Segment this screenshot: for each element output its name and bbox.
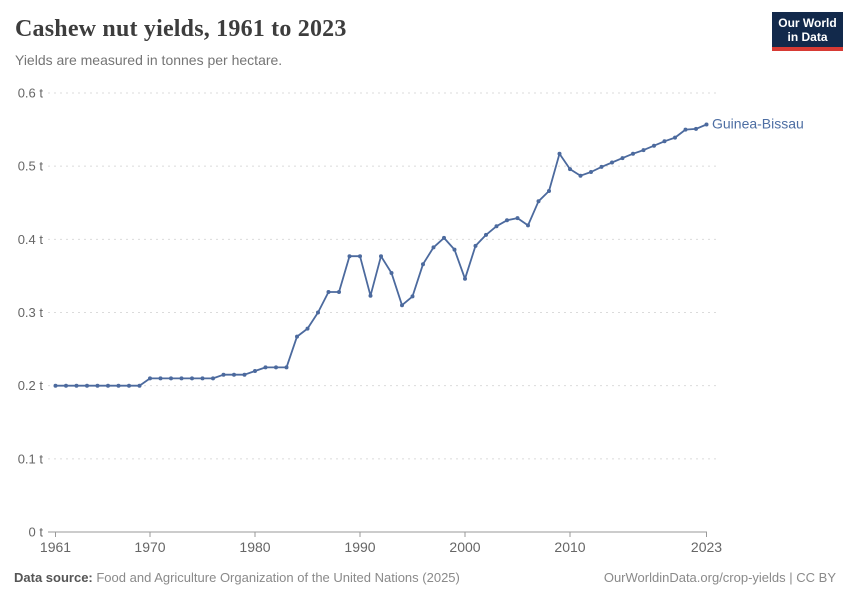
data-point[interactable] [347, 254, 352, 259]
data-point[interactable] [326, 290, 331, 294]
data-point[interactable] [53, 383, 58, 388]
data-point[interactable] [494, 224, 499, 229]
data-point[interactable] [631, 151, 635, 156]
y-tick-label: 0.4 t [18, 232, 44, 247]
page-title: Cashew nut yields, 1961 to 2023 [15, 16, 347, 42]
data-point[interactable] [190, 376, 194, 381]
chart-subtitle: Yields are measured in tonnes per hectar… [15, 52, 283, 68]
data-point[interactable] [683, 127, 688, 132]
data-point[interactable] [389, 271, 394, 275]
data-point[interactable] [253, 369, 257, 373]
data-point[interactable] [263, 365, 268, 370]
data-point[interactable] [557, 151, 562, 156]
data-point[interactable] [526, 223, 530, 228]
attribution-link[interactable]: OurWorldinData.org/crop-yields | CC BY [603, 570, 836, 585]
x-tick-label: 1961 [40, 539, 71, 555]
data-point[interactable] [200, 376, 205, 381]
data-point[interactable] [484, 232, 488, 237]
data-point[interactable] [610, 160, 614, 165]
data-point[interactable] [85, 383, 89, 388]
data-point[interactable] [274, 365, 278, 370]
y-tick-label: 0 t [29, 525, 44, 540]
data-point[interactable] [242, 372, 247, 377]
x-tick-label: 2000 [449, 539, 480, 555]
data-point[interactable] [673, 135, 677, 140]
data-point[interactable] [641, 148, 646, 153]
data-point[interactable] [127, 383, 131, 388]
x-tick-label: 1990 [344, 539, 375, 555]
data-point[interactable] [106, 383, 110, 388]
data-point[interactable] [568, 167, 572, 172]
data-point[interactable] [452, 247, 457, 252]
x-tick-label: 1970 [134, 539, 165, 555]
data-point[interactable] [232, 372, 236, 377]
x-tick-label: 2023 [691, 539, 722, 555]
data-point[interactable] [515, 216, 520, 221]
data-source-label: Data source: [14, 570, 93, 585]
x-tick-label: 1980 [239, 539, 270, 555]
data-point[interactable] [536, 199, 541, 204]
y-tick-label: 0.6 t [18, 86, 44, 101]
data-point[interactable] [74, 383, 79, 388]
data-point[interactable] [599, 164, 604, 169]
data-point[interactable] [211, 376, 215, 381]
data-point[interactable] [421, 262, 425, 267]
data-point[interactable] [431, 245, 436, 250]
data-source-note: Data source: Food and Agriculture Organi… [14, 570, 460, 585]
data-point[interactable] [358, 254, 362, 259]
owid-logo-text: Our World in Data [772, 12, 843, 47]
data-point[interactable] [284, 365, 289, 370]
data-point[interactable] [620, 156, 625, 161]
data-point[interactable] [547, 189, 551, 193]
data-point[interactable] [221, 372, 226, 377]
data-point[interactable] [400, 303, 404, 308]
data-point[interactable] [295, 334, 299, 339]
data-source-text: Food and Agriculture Organization of the… [92, 570, 460, 585]
data-point[interactable] [662, 139, 667, 144]
data-point[interactable] [589, 170, 593, 174]
owid-logo-accent-bar [772, 47, 843, 51]
data-point[interactable] [316, 310, 320, 315]
data-point[interactable] [410, 294, 415, 299]
y-tick-label: 0.5 t [18, 159, 44, 174]
entity-label[interactable]: Guinea-Bissau [712, 115, 804, 131]
data-point[interactable] [463, 276, 467, 281]
data-point[interactable] [95, 383, 100, 388]
data-point[interactable] [442, 235, 446, 240]
data-point[interactable] [704, 122, 709, 127]
data-point[interactable] [158, 376, 163, 381]
data-point[interactable] [379, 254, 383, 259]
data-point[interactable] [505, 218, 509, 223]
data-point[interactable] [64, 383, 68, 388]
data-point[interactable] [137, 383, 142, 388]
data-point[interactable] [148, 376, 152, 381]
data-point[interactable] [652, 143, 656, 148]
y-tick-label: 0.2 t [18, 378, 44, 393]
data-point[interactable] [305, 326, 310, 331]
data-point[interactable] [116, 383, 121, 388]
data-point[interactable] [337, 290, 341, 294]
y-tick-label: 0.3 t [18, 305, 44, 320]
data-point[interactable] [179, 376, 184, 381]
data-point[interactable] [578, 173, 583, 178]
data-point[interactable] [473, 243, 478, 248]
data-point[interactable] [169, 376, 173, 381]
owid-logo[interactable]: Our World in Data [772, 12, 843, 51]
y-tick-label: 0.1 t [18, 451, 44, 466]
x-tick-label: 2010 [554, 539, 585, 555]
data-point[interactable] [368, 293, 373, 298]
data-point[interactable] [694, 126, 698, 131]
